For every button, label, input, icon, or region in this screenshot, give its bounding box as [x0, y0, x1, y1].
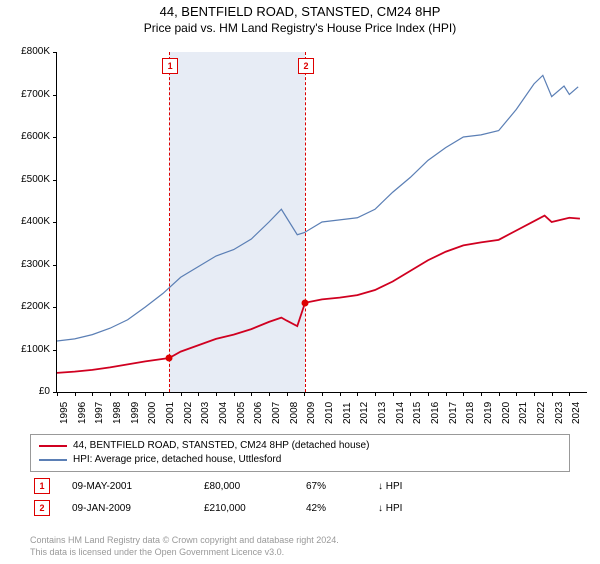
x-axis-label: 2013: [377, 402, 388, 424]
legend-swatch: [39, 459, 67, 461]
x-axis-label: 2007: [271, 402, 282, 424]
x-axis-label: 2021: [518, 402, 529, 424]
x-axis-label: 1995: [59, 402, 70, 424]
plot-area: 12: [56, 52, 587, 393]
x-axis-label: 2005: [236, 402, 247, 424]
legend-container: 44, BENTFIELD ROAD, STANSTED, CM24 8HP (…: [30, 434, 570, 516]
y-axis-label: £100K: [0, 344, 50, 355]
y-axis-label: £0: [0, 386, 50, 397]
transactions-list: 1 09-MAY-2001 £80,000 67% ↓ HPI 2 09-JAN-2009 £…: [30, 478, 570, 516]
legend-label: 44, BENTFIELD ROAD, STANSTED, CM24 8HP (…: [73, 439, 369, 453]
x-axis-label: 2012: [359, 402, 370, 424]
x-axis-label: 2011: [342, 402, 353, 424]
x-axis-label: 2008: [289, 402, 300, 424]
x-axis-label: 2001: [165, 402, 176, 424]
y-axis-label: £800K: [0, 46, 50, 57]
transaction-vline: [169, 52, 170, 392]
x-axis-label: 2015: [412, 402, 423, 424]
transaction-num: 2: [34, 500, 50, 516]
y-axis-label: £300K: [0, 259, 50, 270]
x-axis-label: 2020: [501, 402, 512, 424]
x-axis-label: 2016: [430, 402, 441, 424]
y-axis-label: £400K: [0, 216, 50, 227]
footer-line: Contains HM Land Registry data © Crown c…: [30, 534, 339, 546]
x-axis-label: 2024: [571, 402, 582, 424]
legend-row: 44, BENTFIELD ROAD, STANSTED, CM24 8HP (…: [39, 439, 561, 453]
transaction-pct: 42%: [306, 503, 356, 514]
chart-title: 44, BENTFIELD ROAD, STANSTED, CM24 8HP: [0, 4, 600, 19]
x-axis-label: 2017: [448, 402, 459, 424]
x-axis-label: 2000: [147, 402, 158, 424]
x-axis-label: 1999: [130, 402, 141, 424]
footer-text: Contains HM Land Registry data © Crown c…: [30, 534, 339, 558]
chart-subtitle: Price paid vs. HM Land Registry's House …: [0, 21, 600, 35]
x-axis-label: 1997: [94, 402, 105, 424]
x-axis-label: 2004: [218, 402, 229, 424]
x-axis-label: 2010: [324, 402, 335, 424]
transaction-dir: ↓ HPI: [378, 503, 402, 514]
x-axis-label: 1996: [77, 402, 88, 424]
transaction-price: £210,000: [204, 503, 284, 514]
y-axis-label: £700K: [0, 89, 50, 100]
transaction-dot: [166, 355, 173, 362]
transaction-vline: [305, 52, 306, 392]
x-axis-label: 2022: [536, 402, 547, 424]
transaction-price: £80,000: [204, 481, 284, 492]
x-axis-label: 1998: [112, 402, 123, 424]
x-axis-label: 2003: [200, 402, 211, 424]
transaction-date: 09-MAY-2001: [72, 481, 182, 492]
legend-label: HPI: Average price, detached house, Uttl…: [73, 453, 281, 467]
transaction-marker: 2: [298, 58, 314, 74]
x-axis-label: 2019: [483, 402, 494, 424]
x-axis-label: 2002: [183, 402, 194, 424]
transaction-pct: 67%: [306, 481, 356, 492]
x-axis-label: 2023: [554, 402, 565, 424]
footer-line: This data is licensed under the Open Gov…: [30, 546, 339, 558]
legend-row: HPI: Average price, detached house, Uttl…: [39, 453, 561, 467]
legend-box: 44, BENTFIELD ROAD, STANSTED, CM24 8HP (…: [30, 434, 570, 472]
transaction-date: 09-JAN-2009: [72, 503, 182, 514]
transaction-num: 1: [34, 478, 50, 494]
legend-swatch: [39, 445, 67, 447]
x-axis-label: 2018: [465, 402, 476, 424]
transaction-dir: ↓ HPI: [378, 481, 402, 492]
y-axis-label: £600K: [0, 131, 50, 142]
x-axis-label: 2009: [306, 402, 317, 424]
x-axis-label: 2014: [395, 402, 406, 424]
transaction-marker: 1: [162, 58, 178, 74]
series-property: [57, 216, 580, 373]
y-axis-label: £500K: [0, 174, 50, 185]
series-hpi: [57, 75, 578, 341]
transaction-dot: [302, 299, 309, 306]
y-axis-label: £200K: [0, 301, 50, 312]
x-axis-label: 2006: [253, 402, 264, 424]
transaction-row: 2 09-JAN-2009 £210,000 42% ↓ HPI: [30, 500, 570, 516]
transaction-row: 1 09-MAY-2001 £80,000 67% ↓ HPI: [30, 478, 570, 494]
chart-lines: [57, 52, 587, 392]
